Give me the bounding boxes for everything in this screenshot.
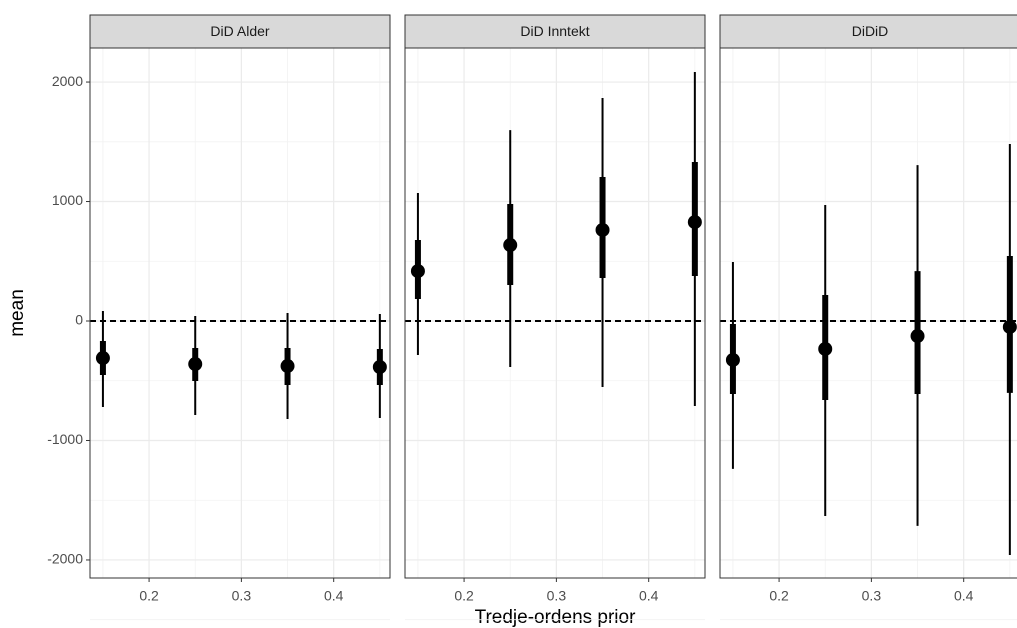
x-tick-label: 0.3 <box>862 588 882 604</box>
y-tick-label: 1000 <box>52 192 83 208</box>
mean-point <box>372 360 387 375</box>
x-tick-label: 0.2 <box>454 588 474 604</box>
y-tick-label: -1000 <box>47 431 83 447</box>
mean-point <box>188 357 203 372</box>
strip-title: DiDiD <box>852 23 889 39</box>
mean-point <box>410 264 425 279</box>
x-tick-label: 0.4 <box>324 588 344 604</box>
panel-background <box>405 48 705 578</box>
y-tick-label: 0 <box>75 312 83 328</box>
strip-title: DiD Alder <box>210 23 269 39</box>
y-tick-label: 2000 <box>52 73 83 89</box>
mean-point <box>1002 319 1017 334</box>
x-tick-label: 0.2 <box>769 588 789 604</box>
mean-point <box>725 352 740 367</box>
strip <box>719 14 1017 49</box>
y-tick-label: -2000 <box>47 551 83 567</box>
mean-point <box>503 238 518 253</box>
mean-point <box>95 351 110 366</box>
y-axis-title: mean <box>7 289 28 337</box>
mean-point <box>818 341 833 356</box>
x-tick-label: 0.2 <box>139 588 159 604</box>
panel-background <box>90 48 390 578</box>
panel-background <box>720 48 1017 578</box>
mean-point <box>910 329 925 344</box>
x-tick-label: 0.3 <box>232 588 252 604</box>
mean-point <box>595 222 610 237</box>
x-tick-label: 0.3 <box>547 588 567 604</box>
x-tick-label: 0.4 <box>639 588 659 604</box>
strip-title: DiD Inntekt <box>520 23 589 39</box>
x-tick-label: 0.4 <box>954 588 974 604</box>
x-axis-title: Tredje-ordens prior <box>475 607 637 628</box>
strip <box>89 14 391 49</box>
mean-point <box>687 215 702 230</box>
strip <box>404 14 706 49</box>
mean-point <box>280 359 295 374</box>
